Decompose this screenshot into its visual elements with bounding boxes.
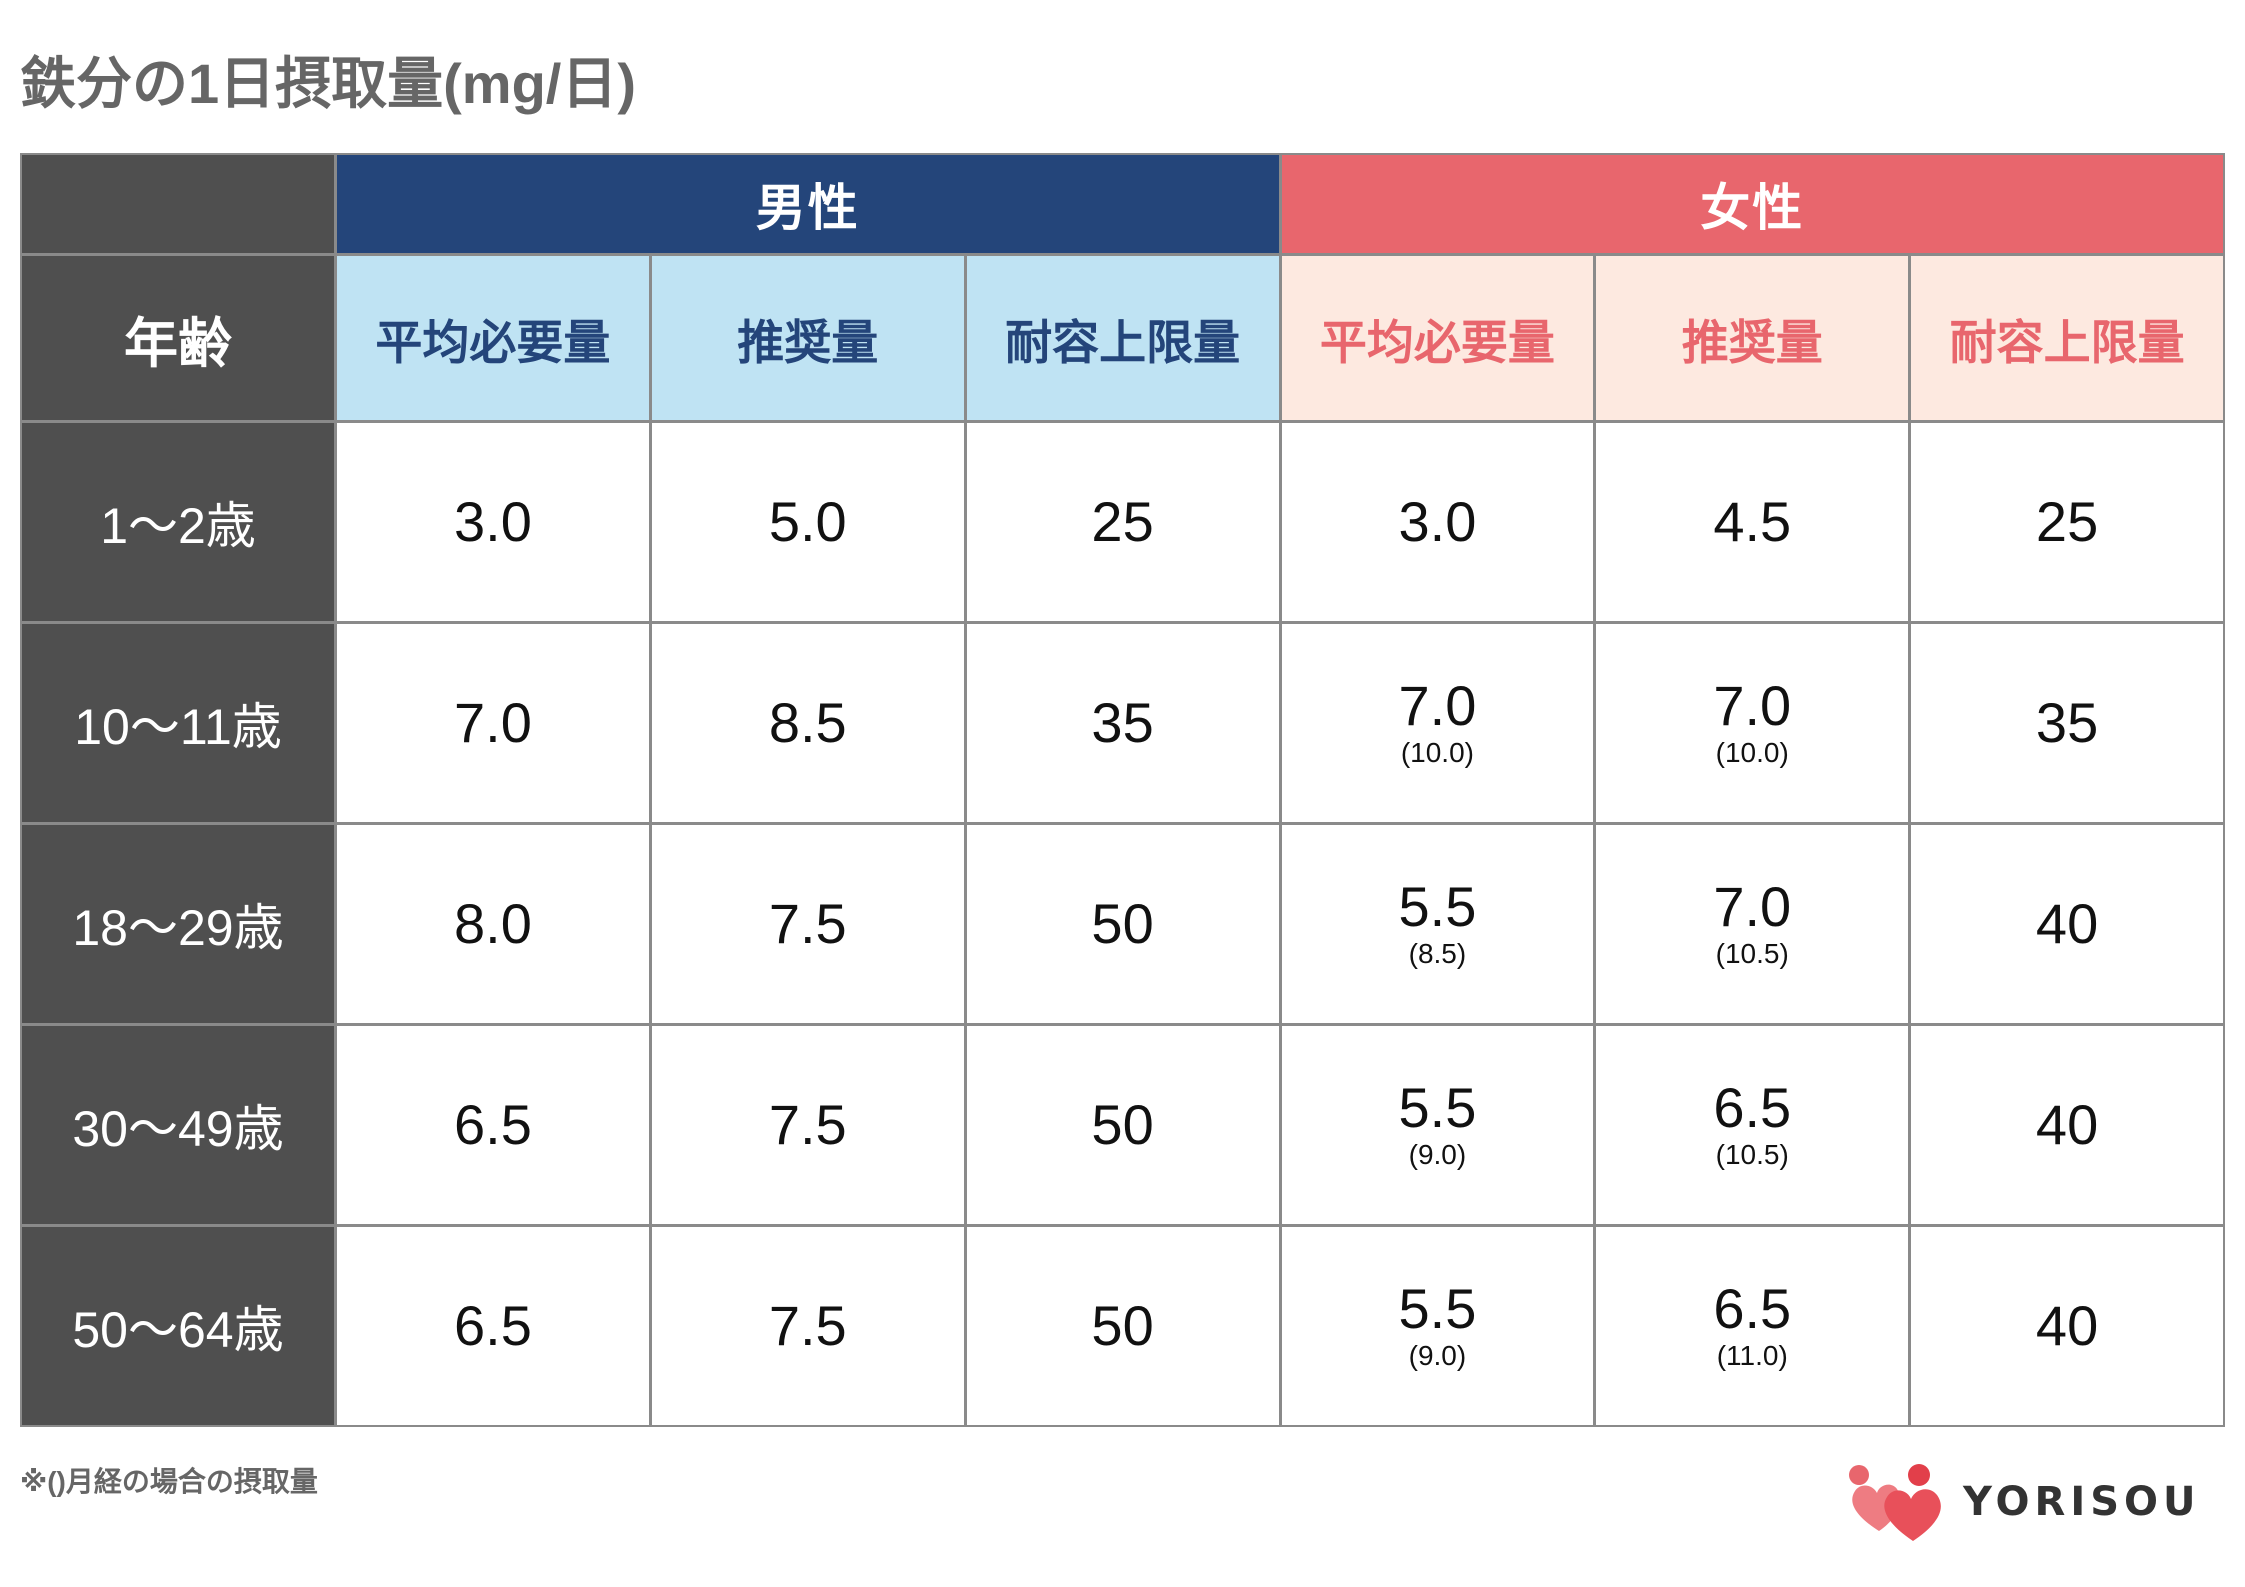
corner-cell bbox=[22, 155, 334, 253]
table-cell: 4.5 bbox=[1596, 423, 1909, 621]
age-row-label: 50〜64歳 bbox=[22, 1227, 334, 1425]
table-cell: 6.5 (11.0) bbox=[1596, 1227, 1909, 1425]
cell-value: 7.5 bbox=[768, 1294, 847, 1357]
cell-value: 50 bbox=[1091, 1294, 1154, 1357]
table-cell: 8.5 bbox=[651, 624, 964, 822]
table-cell: 50 bbox=[966, 825, 1279, 1023]
table-cell: 7.0 bbox=[337, 624, 649, 822]
column-header: 推奨量 bbox=[1596, 256, 1909, 420]
table-cell: 7.5 bbox=[651, 825, 964, 1023]
cell-value: 7.5 bbox=[768, 1093, 847, 1156]
table-cell: 25 bbox=[966, 423, 1279, 621]
cell-value: 25 bbox=[2035, 490, 2099, 553]
table-cell: 6.5 (10.5) bbox=[1596, 1026, 1909, 1224]
table-cell: 3.0 bbox=[1281, 423, 1594, 621]
table-cell: 3.0 bbox=[337, 423, 649, 621]
table-cell: 6.5 bbox=[337, 1227, 649, 1425]
menstruation-value: (10.5) bbox=[1715, 1139, 1789, 1170]
table-cell: 8.0 bbox=[337, 825, 649, 1023]
table-cell: 5.0 bbox=[651, 423, 964, 621]
column-header: 耐容上限量 bbox=[966, 256, 1279, 420]
cell-value: 7.0 bbox=[1398, 674, 1477, 737]
age-row-label: 1〜2歳 bbox=[22, 423, 334, 621]
cell-value: 40 bbox=[2035, 1294, 2099, 1357]
cell-value: 6.5 bbox=[453, 1294, 532, 1357]
age-column-header: 年齢 bbox=[22, 256, 334, 420]
table-cell: 7.0 (10.0) bbox=[1596, 624, 1909, 822]
cell-value: 6.5 bbox=[1713, 1076, 1792, 1139]
age-row-label: 18〜29歳 bbox=[22, 825, 334, 1023]
iron-intake-table: 男性 女性 年齢 平均必要量 推奨量 耐容上限量 平均必要量 推奨量 耐容上限量 1〜2歳 3.0 5… bbox=[20, 153, 2225, 1427]
table-cell: 7.0 (10.5) bbox=[1596, 825, 1909, 1023]
table-cell: 7.5 bbox=[651, 1227, 964, 1425]
cell-value: 5.5 bbox=[1398, 1277, 1477, 1340]
table-cell: 5.5 (9.0) bbox=[1281, 1227, 1594, 1425]
column-header: 平均必要量 bbox=[337, 256, 649, 420]
table-cell: 40 bbox=[1911, 825, 2223, 1023]
cell-value: 4.5 bbox=[1713, 490, 1792, 553]
table-cell: 35 bbox=[1911, 624, 2223, 822]
table-cell: 7.0 (10.0) bbox=[1281, 624, 1594, 822]
column-header: 平均必要量 bbox=[1281, 256, 1594, 420]
page-title: 鉄分の1日摂取量(mg/日) bbox=[20, 52, 636, 115]
menstruation-value: (10.0) bbox=[1715, 737, 1789, 768]
cell-value: 5.0 bbox=[768, 490, 847, 553]
cell-value: 25 bbox=[1091, 490, 1154, 553]
cell-value: 6.5 bbox=[453, 1093, 532, 1156]
menstruation-value: (10.0) bbox=[1400, 737, 1474, 768]
cell-value: 5.5 bbox=[1398, 875, 1477, 938]
cell-value: 7.0 bbox=[1713, 875, 1792, 938]
cell-value: 3.0 bbox=[1398, 490, 1477, 553]
yorisou-people-icon bbox=[1849, 1464, 1941, 1541]
cell-value: 40 bbox=[2035, 892, 2099, 955]
table-cell: 40 bbox=[1911, 1026, 2223, 1224]
age-row-label: 10〜11歳 bbox=[22, 624, 334, 822]
table-cell: 5.5 (9.0) bbox=[1281, 1026, 1594, 1224]
cell-value: 5.5 bbox=[1398, 1076, 1477, 1139]
cell-value: 40 bbox=[2035, 1093, 2099, 1156]
column-header: 推奨量 bbox=[651, 256, 964, 420]
cell-value: 8.5 bbox=[768, 691, 847, 754]
cell-value: 50 bbox=[1091, 1093, 1154, 1156]
footnote: ※()月経の場合の摂取量 bbox=[20, 1466, 318, 1497]
group-header-2: 女性 bbox=[1281, 155, 2223, 253]
cell-value: 35 bbox=[1091, 691, 1154, 754]
menstruation-value: (8.5) bbox=[1408, 938, 1467, 969]
cell-value: 50 bbox=[1091, 892, 1154, 955]
menstruation-value: (9.0) bbox=[1408, 1340, 1467, 1371]
logo-text: YORISOU bbox=[1963, 1479, 2201, 1525]
table-cell: 5.5 (8.5) bbox=[1281, 825, 1594, 1023]
table-cell: 35 bbox=[966, 624, 1279, 822]
table-cell: 50 bbox=[966, 1026, 1279, 1224]
table-cell: 7.5 bbox=[651, 1026, 964, 1224]
table-cell: 6.5 bbox=[337, 1026, 649, 1224]
cell-value: 3.0 bbox=[453, 490, 532, 553]
cell-value: 7.0 bbox=[1713, 674, 1792, 737]
cell-value: 7.5 bbox=[768, 892, 847, 955]
group-header-1: 男性 bbox=[337, 155, 1279, 253]
table-cell: 40 bbox=[1911, 1227, 2223, 1425]
cell-value: 7.0 bbox=[453, 691, 532, 754]
cell-value: 8.0 bbox=[453, 892, 532, 955]
table-cell: 25 bbox=[1911, 423, 2223, 621]
age-row-label: 30〜49歳 bbox=[22, 1026, 334, 1224]
cell-value: 35 bbox=[2035, 691, 2099, 754]
column-header: 耐容上限量 bbox=[1911, 256, 2223, 420]
menstruation-value: (10.5) bbox=[1715, 938, 1789, 969]
table-cell: 50 bbox=[966, 1227, 1279, 1425]
yorisou-logo: YORISOU bbox=[1845, 1460, 2201, 1544]
cell-value: 6.5 bbox=[1713, 1277, 1792, 1340]
menstruation-value: (11.0) bbox=[1716, 1340, 1788, 1371]
menstruation-value: (9.0) bbox=[1408, 1139, 1467, 1170]
